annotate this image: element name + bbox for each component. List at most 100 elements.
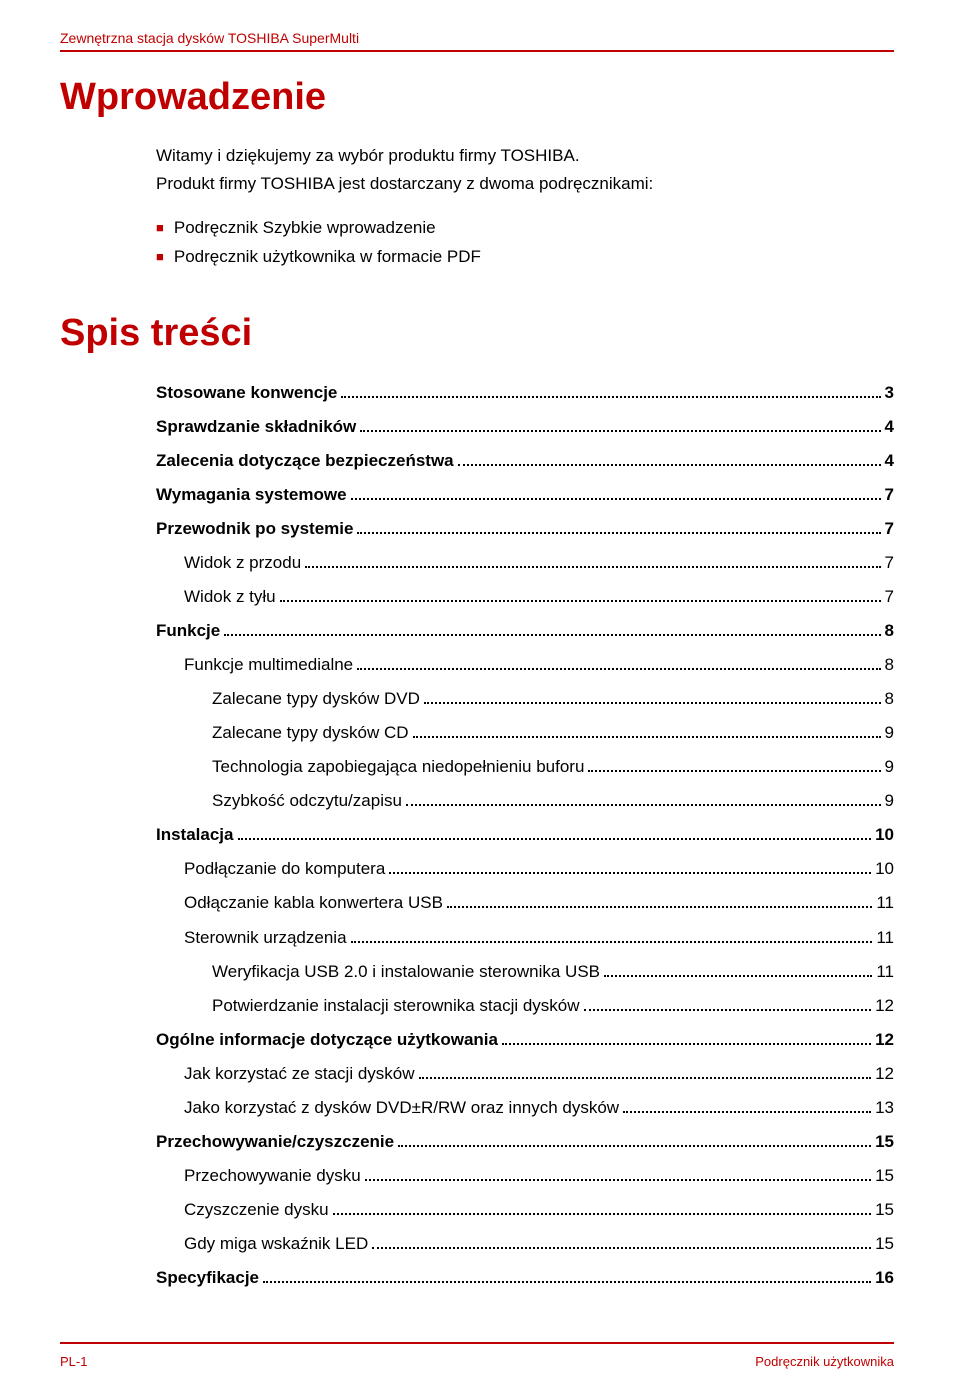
toc-entry[interactable]: Funkcje 8 — [156, 617, 894, 645]
toc-entry-label: Stosowane konwencje — [156, 379, 337, 407]
toc-entry-page: 4 — [885, 447, 894, 475]
toc-entry[interactable]: Weryfikacja USB 2.0 i instalowanie stero… — [156, 958, 894, 986]
toc-entry[interactable]: Funkcje multimedialne 8 — [156, 651, 894, 679]
toc-entry[interactable]: Zalecane typy dysków CD 9 — [156, 719, 894, 747]
intro-paragraph: Produkt firmy TOSHIBA jest dostarczany z… — [156, 171, 894, 197]
toc-entry-label: Podłączanie do komputera — [156, 855, 385, 883]
toc-entry-page: 7 — [885, 515, 894, 543]
toc-entry-label: Przechowywanie dysku — [156, 1162, 361, 1190]
toc-leader-dots — [365, 1179, 871, 1181]
toc-entry-page: 16 — [875, 1264, 894, 1292]
bullet-item: Podręcznik Szybkie wprowadzenie — [156, 214, 894, 243]
toc-entry[interactable]: Przechowywanie/czyszczenie 15 — [156, 1128, 894, 1156]
toc-entry[interactable]: Gdy miga wskaźnik LED 15 — [156, 1230, 894, 1258]
toc-entry[interactable]: Specyfikacje 16 — [156, 1264, 894, 1292]
toc-entry-page: 8 — [885, 651, 894, 679]
toc-leader-dots — [604, 975, 872, 977]
toc-entry-label: Sprawdzanie składników — [156, 413, 356, 441]
toc-leader-dots — [341, 396, 880, 398]
toc-entry-label: Funkcje multimedialne — [156, 651, 353, 679]
toc-entry-label: Widok z przodu — [156, 549, 301, 577]
toc-entry-label: Przechowywanie/czyszczenie — [156, 1128, 394, 1156]
toc-entry-page: 12 — [875, 1026, 894, 1054]
intro-paragraphs: Witamy i dziękujemy za wybór produktu fi… — [156, 143, 894, 196]
toc-entry-page: 3 — [885, 379, 894, 407]
toc-leader-dots — [351, 941, 873, 943]
toc-entry-label: Odłączanie kabla konwertera USB — [156, 889, 443, 917]
toc-entry-page: 7 — [885, 549, 894, 577]
toc-entry[interactable]: Podłączanie do komputera 10 — [156, 855, 894, 883]
toc-entry-page: 11 — [876, 924, 894, 952]
toc-leader-dots — [458, 464, 881, 466]
toc-leader-dots — [360, 430, 880, 432]
toc-entry-page: 9 — [885, 753, 894, 781]
toc-entry-page: 9 — [885, 719, 894, 747]
toc-entry[interactable]: Widok z przodu 7 — [156, 549, 894, 577]
toc-leader-dots — [502, 1043, 871, 1045]
toc-entry-page: 15 — [875, 1128, 894, 1156]
toc-entry-label: Zalecenia dotyczące bezpieczeństwa — [156, 447, 454, 475]
toc-leader-dots — [263, 1281, 871, 1283]
toc-entry-page: 10 — [875, 855, 894, 883]
toc-entry[interactable]: Przewodnik po systemie 7 — [156, 515, 894, 543]
toc-entry[interactable]: Sterownik urządzenia 11 — [156, 924, 894, 952]
toc-entry[interactable]: Widok z tyłu 7 — [156, 583, 894, 611]
toc-entry[interactable]: Ogólne informacje dotyczące użytkowania … — [156, 1026, 894, 1054]
toc-entry-label: Przewodnik po systemie — [156, 515, 353, 543]
intro-paragraph: Witamy i dziękujemy za wybór produktu fi… — [156, 143, 894, 169]
toc-entry[interactable]: Stosowane konwencje 3 — [156, 379, 894, 407]
toc-entry-label: Jak korzystać ze stacji dysków — [156, 1060, 415, 1088]
toc-entry-page: 12 — [875, 992, 894, 1020]
toc-entry[interactable]: Jako korzystać z dysków DVD±R/RW oraz in… — [156, 1094, 894, 1122]
toc-leader-dots — [280, 600, 881, 602]
toc-leader-dots — [413, 736, 881, 738]
toc-leader-dots — [398, 1145, 871, 1147]
toc-leader-dots — [372, 1247, 871, 1249]
toc-leader-dots — [389, 872, 871, 874]
toc-entry-page: 15 — [875, 1230, 894, 1258]
toc-entry-page: 11 — [876, 889, 894, 917]
toc-leader-dots — [424, 702, 881, 704]
toc-entry[interactable]: Technologia zapobiegająca niedopełnieniu… — [156, 753, 894, 781]
footer-page-number: PL-1 — [60, 1354, 87, 1369]
toc-leader-dots — [224, 634, 880, 636]
document-page: Zewnętrzna stacja dysków TOSHIBA SuperMu… — [0, 0, 954, 1399]
toc-entry[interactable]: Odłączanie kabla konwertera USB 11 — [156, 889, 894, 917]
toc-entry-label: Specyfikacje — [156, 1264, 259, 1292]
table-of-contents: Stosowane konwencje 3 Sprawdzanie składni… — [156, 379, 894, 1292]
intro-title: Wprowadzenie — [60, 76, 894, 119]
toc-entry[interactable]: Sprawdzanie składników 4 — [156, 413, 894, 441]
toc-leader-dots — [333, 1213, 872, 1215]
toc-entry[interactable]: Potwierdzanie instalacji sterownika stac… — [156, 992, 894, 1020]
toc-entry-label: Zalecane typy dysków CD — [156, 719, 409, 747]
toc-entry-page: 4 — [885, 413, 894, 441]
toc-entry-page: 7 — [885, 481, 894, 509]
toc-entry-label: Wymagania systemowe — [156, 481, 347, 509]
toc-title: Spis treści — [60, 312, 894, 355]
toc-entry[interactable]: Szybkość odczytu/zapisu 9 — [156, 787, 894, 815]
toc-entry-label: Czyszczenie dysku — [156, 1196, 329, 1224]
toc-entry-page: 8 — [885, 617, 894, 645]
toc-entry-page: 9 — [885, 787, 894, 815]
toc-entry-page: 8 — [885, 685, 894, 713]
toc-entry-label: Technologia zapobiegająca niedopełnieniu… — [156, 753, 584, 781]
page-footer: PL-1 Podręcznik użytkownika — [60, 1342, 894, 1369]
toc-entry-label: Widok z tyłu — [156, 583, 276, 611]
toc-entry-label: Szybkość odczytu/zapisu — [156, 787, 402, 815]
toc-entry-label: Potwierdzanie instalacji sterownika stac… — [156, 992, 580, 1020]
toc-entry[interactable]: Czyszczenie dysku15 — [156, 1196, 894, 1224]
toc-entry-label: Gdy miga wskaźnik LED — [156, 1230, 368, 1258]
toc-entry-page: 15 — [875, 1162, 894, 1190]
toc-entry-label: Zalecane typy dysków DVD — [156, 685, 420, 713]
toc-leader-dots — [305, 566, 880, 568]
toc-entry[interactable]: Zalecane typy dysków DVD 8 — [156, 685, 894, 713]
toc-entry-page: 11 — [876, 958, 894, 986]
toc-entry[interactable]: Instalacja 10 — [156, 821, 894, 849]
toc-entry[interactable]: Jak korzystać ze stacji dysków12 — [156, 1060, 894, 1088]
toc-leader-dots — [419, 1077, 872, 1079]
toc-entry-label: Sterownik urządzenia — [156, 924, 347, 952]
toc-entry[interactable]: Wymagania systemowe 7 — [156, 481, 894, 509]
toc-entry[interactable]: Przechowywanie dysku 15 — [156, 1162, 894, 1190]
toc-entry[interactable]: Zalecenia dotyczące bezpieczeństwa 4 — [156, 447, 894, 475]
toc-entry-page: 7 — [885, 583, 894, 611]
